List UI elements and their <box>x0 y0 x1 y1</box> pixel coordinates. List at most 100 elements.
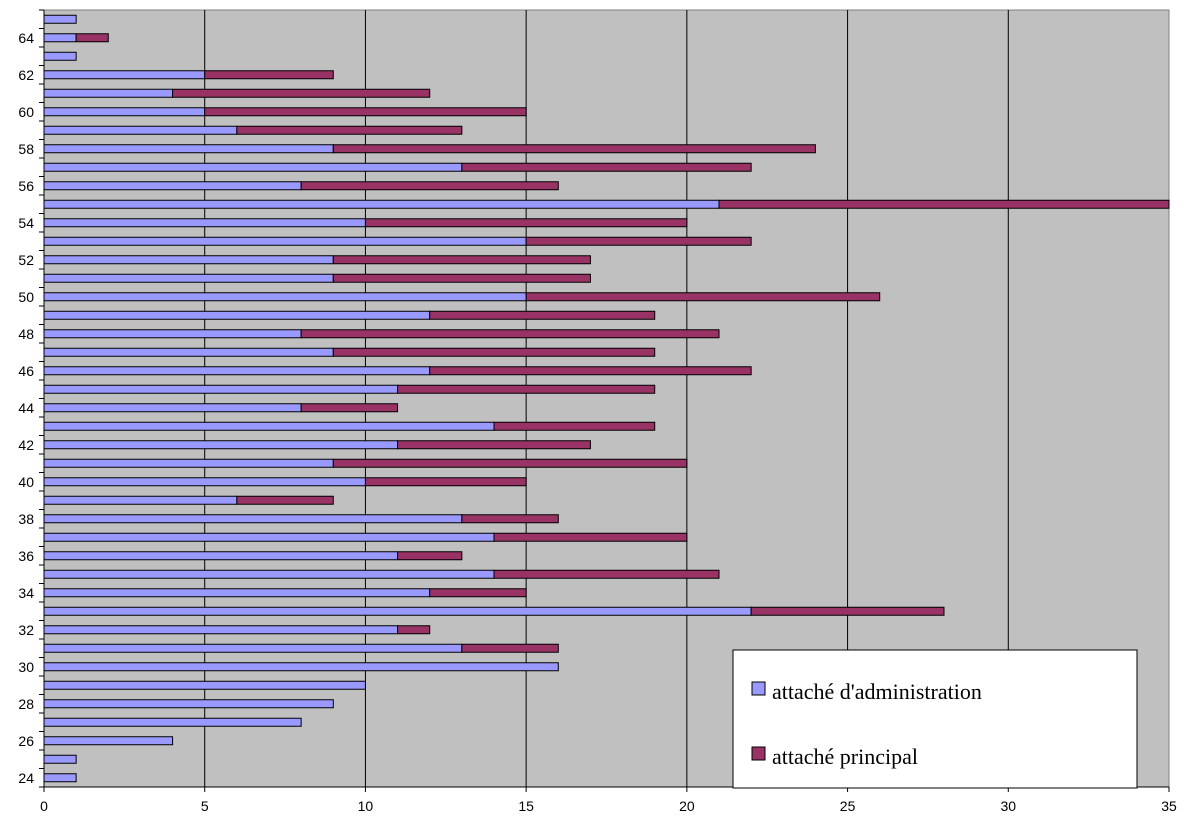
bar-principal-50 <box>525 292 881 302</box>
bar-principal-60 <box>204 107 527 117</box>
y-tick-label: 44 <box>18 400 34 416</box>
y-tick-label: 56 <box>18 178 34 194</box>
bar-administration-26 <box>43 736 174 746</box>
legend-label-series-1: attaché d'administration <box>772 679 982 704</box>
bar-administration-39 <box>43 495 238 505</box>
y-tick-label: 38 <box>18 511 34 527</box>
bar-principal-61 <box>172 88 431 98</box>
y-tick-label: 28 <box>18 696 34 712</box>
bar-principal-46 <box>429 366 752 376</box>
y-axis-ticks: 24 26 28 30 32 34 36 38 40 42 44 46 48 50 52 54 56 58 60 62… <box>18 9 44 788</box>
legend-box <box>732 649 1138 789</box>
bar-principal-52 <box>332 255 591 265</box>
bar-principal-35 <box>493 569 720 579</box>
bar-principal-44 <box>300 403 399 413</box>
bar-administration-36 <box>43 551 399 561</box>
x-tick-label: 0 <box>40 798 48 814</box>
x-tick-label: 10 <box>358 798 374 814</box>
bar-administration-63 <box>43 51 77 61</box>
bar-administration-25 <box>43 754 77 764</box>
x-tick-label: 5 <box>201 798 209 814</box>
bar-administration-58 <box>43 144 334 154</box>
bar-administration-33 <box>43 606 752 616</box>
bar-principal-53 <box>525 236 752 246</box>
bar-administration-52 <box>43 255 334 265</box>
bar-administration-24 <box>43 773 77 783</box>
y-tick-label: 40 <box>18 474 34 490</box>
y-tick-label: 34 <box>18 585 34 601</box>
y-tick-label: 58 <box>18 141 34 157</box>
bar-principal-45 <box>397 384 656 394</box>
y-tick-label: 36 <box>18 548 34 564</box>
bar-principal-36 <box>397 551 463 561</box>
bar-administration-47 <box>43 347 334 357</box>
bar-administration-48 <box>43 329 302 339</box>
bar-principal-62 <box>204 70 334 80</box>
bar-principal-47 <box>332 347 656 357</box>
bar-administration-28 <box>43 699 334 709</box>
y-tick-label: 54 <box>18 215 34 231</box>
y-tick-label: 62 <box>18 67 34 83</box>
x-tick-label: 30 <box>1000 798 1016 814</box>
bar-administration-32 <box>43 625 399 635</box>
y-tick-label: 52 <box>18 252 34 268</box>
bar-administration-45 <box>43 384 399 394</box>
bar-administration-60 <box>43 107 206 117</box>
bar-administration-27 <box>43 717 302 727</box>
bar-administration-56 <box>43 181 302 191</box>
y-tick-label: 32 <box>18 622 34 638</box>
x-tick-label: 20 <box>679 798 695 814</box>
x-tick-label: 35 <box>1161 798 1177 814</box>
bar-administration-42 <box>43 440 399 450</box>
y-tick-label: 42 <box>18 437 34 453</box>
bar-principal-40 <box>364 477 527 487</box>
bar-principal-34 <box>429 588 527 598</box>
bar-principal-51 <box>332 273 591 283</box>
bar-administration-55 <box>43 199 720 209</box>
bar-principal-32 <box>397 625 431 635</box>
legend: attaché d'administration attaché princip… <box>732 649 1138 789</box>
bar-administration-35 <box>43 569 495 579</box>
bar-administration-57 <box>43 162 463 172</box>
bar-administration-50 <box>43 292 527 302</box>
bar-administration-43 <box>43 421 495 431</box>
bar-principal-57 <box>461 162 752 172</box>
bar-principal-59 <box>236 125 463 135</box>
y-tick-label: 48 <box>18 326 34 342</box>
bar-administration-38 <box>43 514 463 524</box>
x-tick-label: 25 <box>840 798 856 814</box>
bar-principal-64 <box>75 33 109 43</box>
bar-principal-48 <box>300 329 720 339</box>
bar-administration-53 <box>43 236 527 246</box>
bar-administration-44 <box>43 403 302 413</box>
bar-principal-38 <box>461 514 559 524</box>
x-axis-ticks: 0 5 10 15 20 25 30 35 <box>40 787 1177 814</box>
bar-administration-37 <box>43 532 495 542</box>
bar-administration-41 <box>43 458 334 468</box>
bar-administration-34 <box>43 588 431 598</box>
bar-administration-54 <box>43 218 366 228</box>
bar-administration-46 <box>43 366 431 376</box>
bar-principal-33 <box>750 606 945 616</box>
legend-swatch-series-2 <box>751 746 766 761</box>
bar-principal-42 <box>397 440 591 450</box>
bar-administration-51 <box>43 273 334 283</box>
legend-swatch-series-1 <box>751 681 766 696</box>
bar-administration-61 <box>43 88 174 98</box>
bar-administration-64 <box>43 33 77 43</box>
bar-principal-37 <box>493 532 688 542</box>
y-tick-label: 64 <box>18 30 34 46</box>
bar-principal-55 <box>718 199 1170 209</box>
bar-administration-31 <box>43 643 463 653</box>
y-tick-label: 60 <box>18 104 34 120</box>
bar-administration-59 <box>43 125 238 135</box>
bar-principal-41 <box>332 458 688 468</box>
bar-administration-62 <box>43 70 206 80</box>
bar-principal-49 <box>429 310 656 320</box>
legend-label-series-2: attaché principal <box>772 744 918 769</box>
bars <box>43 14 1170 783</box>
bar-administration-65 <box>43 14 77 24</box>
y-tick-label: 26 <box>18 733 34 749</box>
y-tick-label: 30 <box>18 659 34 675</box>
